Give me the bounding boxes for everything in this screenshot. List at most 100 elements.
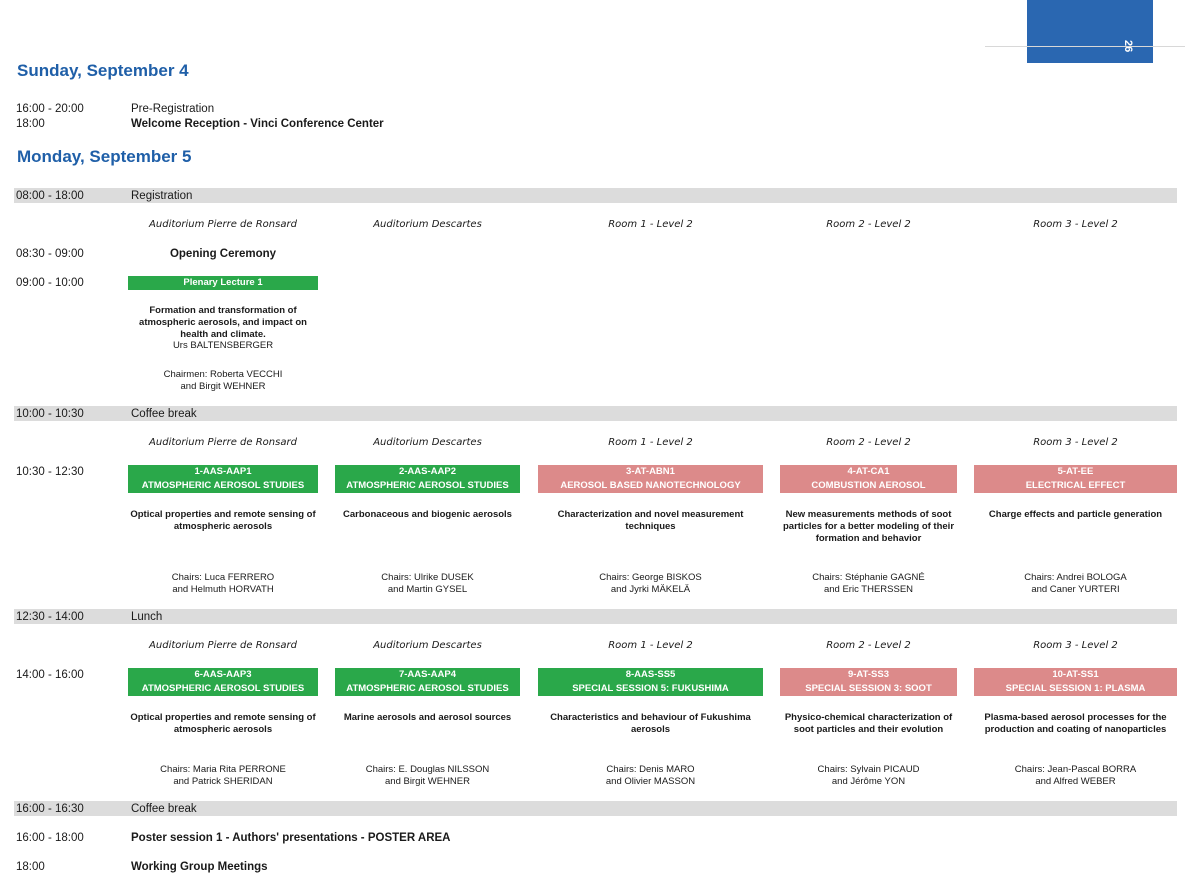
session-chairs: and Eric THERSSEN — [823, 584, 914, 595]
lunch-bar — [14, 609, 1177, 624]
plenary-chairs-2: and Birgit WEHNER — [180, 381, 266, 392]
session-chairs: Chairs: Stéphanie GAGNÉ — [812, 572, 925, 583]
working-group: Working Group Meetings — [131, 861, 268, 873]
plenary-chairs-1: Chairmen: Roberta VECCHI — [163, 369, 283, 380]
room-header: Auditorium Pierre de Ronsard — [149, 219, 297, 230]
coffee2-label: Coffee break — [131, 803, 197, 815]
lunch-time: 12:30 - 14:00 — [16, 611, 84, 623]
session-code: 2-AAS-AAP2 — [398, 466, 456, 477]
opening-time: 08:30 - 09:00 — [16, 248, 84, 260]
session-chairs: and Jyrki MÄKELÄ — [610, 584, 691, 595]
room-header: Auditorium Descartes — [373, 437, 482, 448]
poster-session: Poster session 1 - Authors' presentation… — [131, 832, 451, 844]
session-topic: ELECTRICAL EFFECT — [1025, 480, 1126, 491]
registration-time: 08:00 - 18:00 — [16, 190, 84, 202]
registration-bar — [14, 188, 1177, 203]
session-chairs: Chairs: Maria Rita PERRONE — [160, 764, 286, 775]
session-chairs: Chairs: Jean-Pascal BORRA — [1014, 764, 1137, 775]
session-code: 8-AAS-SS5 — [625, 669, 676, 680]
session-chairs: Chairs: George BISKOS — [599, 572, 702, 583]
session-box: 9-AT-SS3 SPECIAL SESSION 3: SOOT — [780, 668, 957, 696]
session-chairs: Chairs: Ulrike DUSEK — [381, 572, 474, 583]
session-chairs: and Martin GYSEL — [387, 584, 468, 595]
room-header: Room 1 - Level 2 — [608, 219, 693, 230]
session-code: 9-AT-SS3 — [847, 669, 889, 680]
coffee-break-bar — [14, 406, 1177, 421]
header-divider — [985, 46, 1185, 47]
session-chairs: and Patrick SHERIDAN — [173, 776, 273, 787]
coffee-break-bar — [14, 801, 1177, 816]
session-topic: ATMOSPHERIC AEROSOL STUDIES — [346, 480, 509, 491]
session-chairs: Chairs: Denis MARO — [606, 764, 695, 775]
monday-title: Monday, September 5 — [17, 147, 192, 166]
room-header: Auditorium Descartes — [373, 640, 482, 651]
coffee-label: Coffee break — [131, 408, 197, 420]
session-topic: ATMOSPHERIC AEROSOL STUDIES — [346, 683, 509, 694]
session-code: 3-AT-ABN1 — [626, 466, 675, 477]
coffee-time: 10:00 - 10:30 — [16, 408, 84, 420]
session-topic: ATMOSPHERIC AEROSOL STUDIES — [141, 683, 305, 694]
session-code: 1-AAS-AAP1 — [194, 466, 252, 477]
room-header: Room 3 - Level 2 — [1033, 219, 1118, 230]
session-title: Carbonaceous and biogenic aerosols — [343, 509, 512, 520]
session-box: 7-AAS-AAP4 ATMOSPHERIC AEROSOL STUDIES — [335, 668, 520, 696]
session-chairs: Chairs: Luca FERRERO — [171, 572, 275, 583]
session-topic: ATMOSPHERIC AEROSOL STUDIES — [141, 480, 305, 491]
session-topic: SPECIAL SESSION 1: PLASMA — [1005, 683, 1146, 694]
session-title: Plasma-based aerosol processes for the p… — [984, 712, 1167, 735]
sunday-event-1: Pre-Registration — [131, 103, 215, 115]
coffee2-time: 16:00 - 16:30 — [16, 803, 84, 815]
session-code: 7-AAS-AAP4 — [398, 669, 456, 680]
session-topic: SPECIAL SESSION 3: SOOT — [805, 683, 932, 694]
session-box: 3-AT-ABN1 AEROSOL BASED NANOTECHNOLOGY — [538, 465, 763, 493]
room-header: Room 2 - Level 2 — [826, 437, 911, 448]
session-title: Charge effects and particle generation — [988, 509, 1163, 520]
session-chairs: Chairs: Andrei BOLOGA — [1024, 572, 1127, 583]
session-code: 5-AT-EE — [1057, 466, 1094, 477]
session-chairs: and Caner YURTERI — [1031, 584, 1120, 595]
sunday-time-1: 16:00 - 20:00 — [16, 103, 84, 115]
session-chairs: and Alfred WEBER — [1035, 776, 1116, 787]
room-header: Room 2 - Level 2 — [826, 640, 911, 651]
sunday-event-2: Welcome Reception - Vinci Conference Cen… — [131, 118, 384, 130]
session-chairs: Chairs: Sylvain PICAUD — [817, 764, 920, 775]
session-title: Optical properties and remote sensing of… — [130, 712, 316, 735]
session-chairs: and Helmuth HORVATH — [172, 584, 274, 595]
registration-label: Registration — [131, 190, 193, 202]
session-topic: AEROSOL BASED NANOTECHNOLOGY — [560, 480, 741, 491]
session-topic: COMBUSTION AEROSOL — [811, 480, 926, 491]
page-tab — [1027, 0, 1153, 63]
session-box: 4-AT-CA1 COMBUSTION AEROSOL — [780, 465, 957, 493]
lunch-label: Lunch — [131, 611, 163, 623]
room-header: Auditorium Descartes — [373, 219, 482, 230]
session-chairs: and Jérôme YON — [831, 776, 906, 787]
session-box: 6-AAS-AAP3 ATMOSPHERIC AEROSOL STUDIES — [128, 668, 318, 696]
session-code: 10-AT-SS1 — [1052, 669, 1099, 680]
session-title: New measurements methods of soot particl… — [782, 509, 955, 544]
room-header: Auditorium Pierre de Ronsard — [149, 640, 297, 651]
sunday-time-2: 18:00 — [16, 118, 45, 130]
room-header: Room 1 - Level 2 — [608, 640, 693, 651]
session-box: 8-AAS-SS5 SPECIAL SESSION 5: FUKUSHIMA — [538, 668, 763, 696]
session-chairs: Chairs: E. Douglas NILSSON — [365, 764, 490, 775]
plenary-label: Plenary Lecture 1 — [128, 276, 318, 290]
session-title: Characteristics and behaviour of Fukushi… — [550, 712, 751, 735]
session1-time: 10:30 - 12:30 — [16, 466, 84, 478]
session-box: 5-AT-EE ELECTRICAL EFFECT — [974, 465, 1177, 493]
session-code: 4-AT-CA1 — [847, 466, 890, 477]
room-header: Room 2 - Level 2 — [826, 219, 911, 230]
session-box: 2-AAS-AAP2 ATMOSPHERIC AEROSOL STUDIES — [335, 465, 520, 493]
room-header: Auditorium Pierre de Ronsard — [149, 437, 297, 448]
session-code: 6-AAS-AAP3 — [194, 669, 252, 680]
working-time: 18:00 — [16, 861, 45, 873]
plenary-speaker: Urs BALTENSBERGER — [172, 340, 274, 351]
session-topic: SPECIAL SESSION 5: FUKUSHIMA — [572, 683, 729, 694]
session-chairs: and Olivier MASSON — [605, 776, 696, 787]
room-header: Room 3 - Level 2 — [1033, 437, 1118, 448]
session-title: Optical properties and remote sensing of… — [130, 509, 316, 532]
session-title: Physico-chemical characterization of soo… — [784, 712, 953, 735]
plenary-time: 09:00 - 10:00 — [16, 277, 84, 289]
sunday-title: Sunday, September 4 — [17, 61, 189, 80]
session-box: 1-AAS-AAP1 ATMOSPHERIC AEROSOL STUDIES — [128, 465, 318, 493]
plenary-title: Formation and transformation of atmosphe… — [139, 305, 307, 340]
